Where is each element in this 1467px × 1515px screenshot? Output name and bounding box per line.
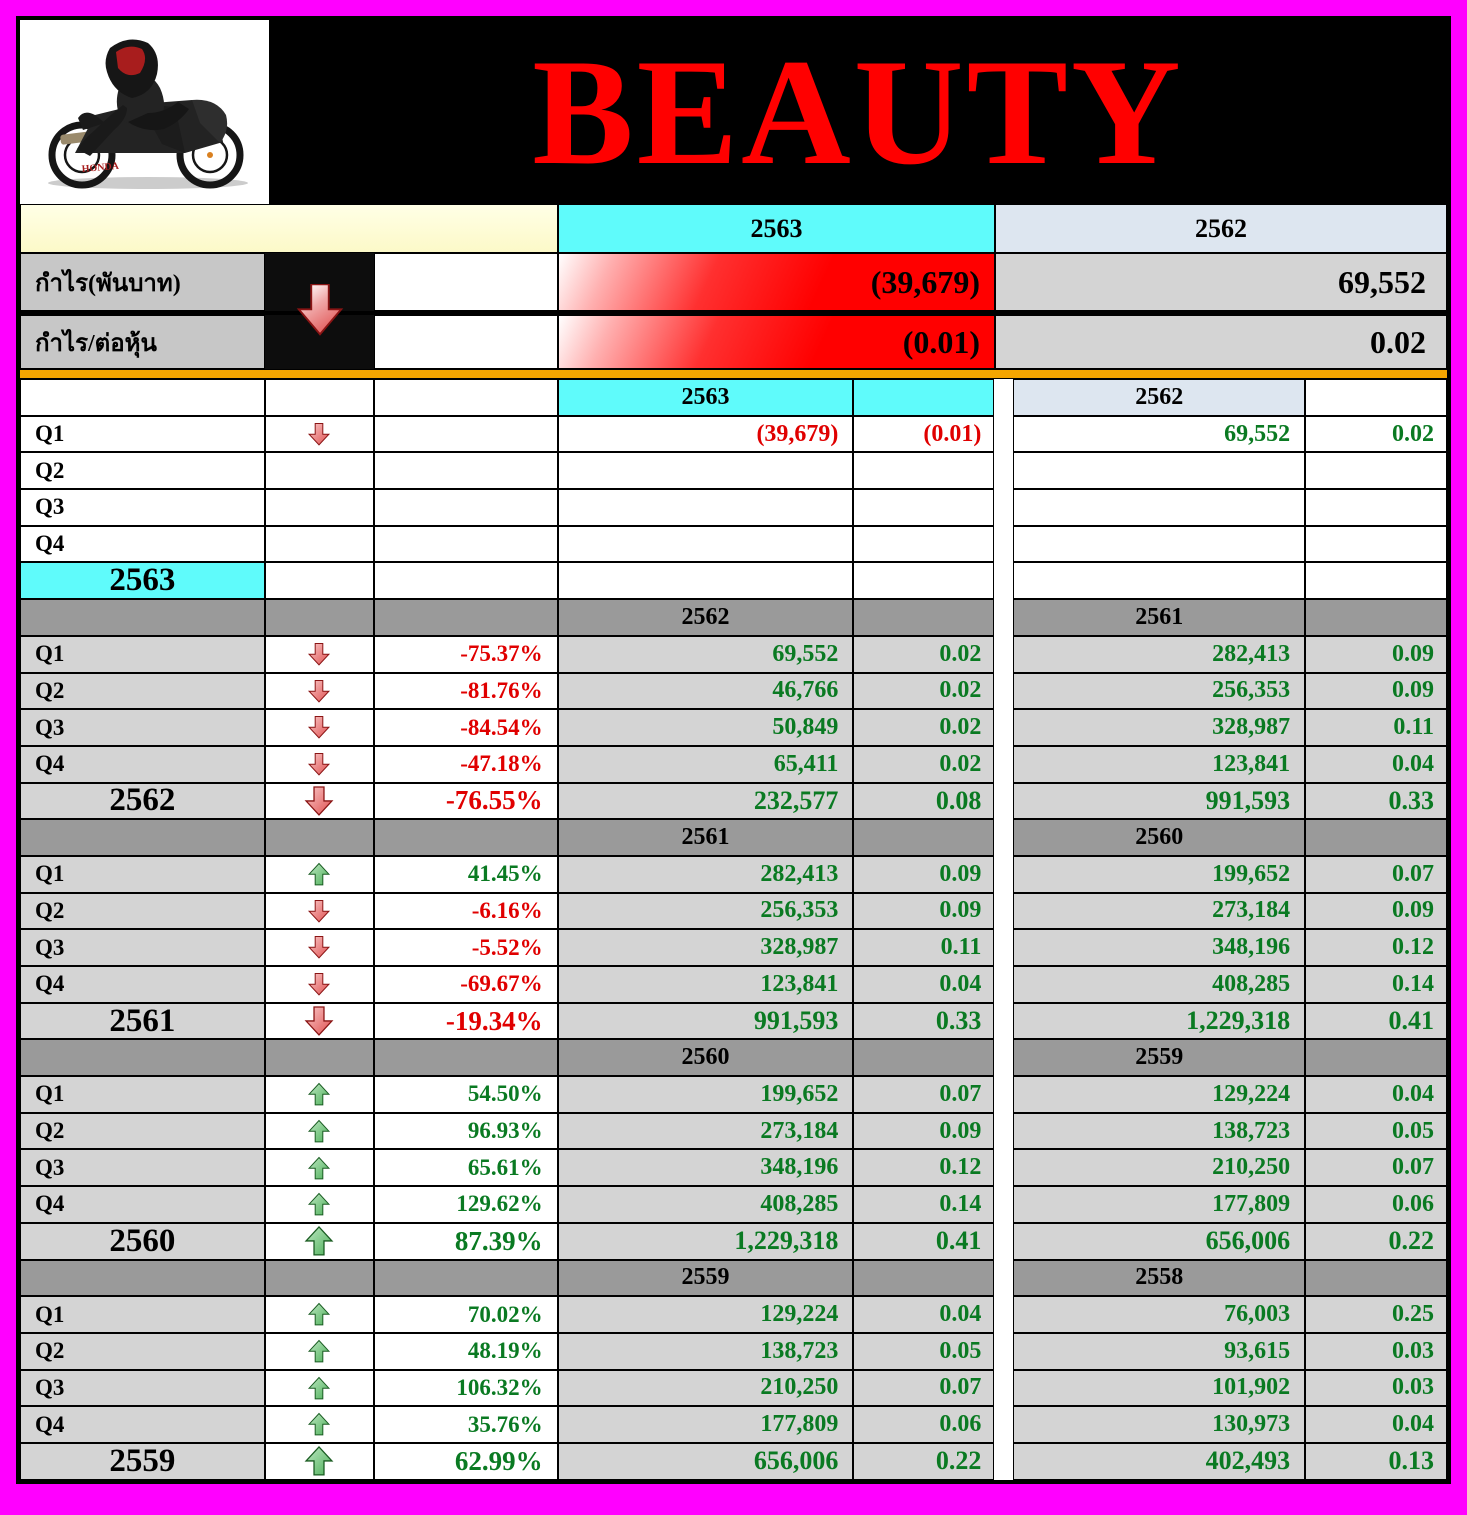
svg-text:HONDA: HONDA — [81, 161, 120, 175]
